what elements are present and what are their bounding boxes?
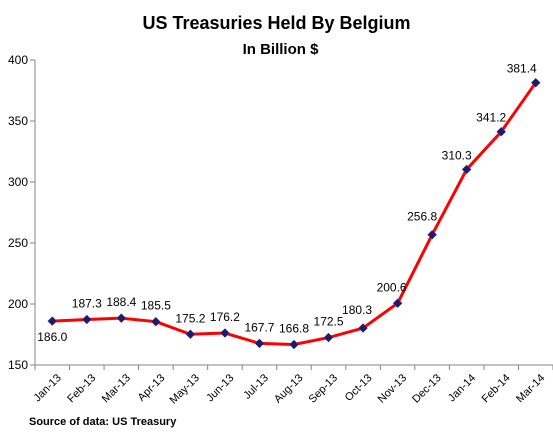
data-point <box>116 313 127 324</box>
x-tick-label: Jul-13 <box>241 372 271 402</box>
chart-subtitle: In Billion $ <box>242 41 319 58</box>
chart-title: US Treasuries Held By Belgium <box>142 13 411 33</box>
axes: 150 200 250 300 350 400 Jan-13 Feb-13 Mar-13 Apr-… <box>8 53 553 407</box>
x-tick-label: Mar-14 <box>514 372 547 405</box>
data-label: 180.3 <box>342 303 372 317</box>
y-tick-label: 300 <box>8 175 28 189</box>
data-point <box>392 298 403 309</box>
y-tick-label: 200 <box>8 297 28 311</box>
data-point <box>185 329 196 340</box>
x-tick-label: Sep-13 <box>307 372 341 406</box>
y-tick-label: 250 <box>8 236 28 250</box>
data-label: 310.3 <box>442 148 472 162</box>
x-tick-label: Jun-13 <box>204 372 236 404</box>
data-label: 200.6 <box>377 280 407 294</box>
y-tick-label: 150 <box>8 358 28 372</box>
data-label: 166.8 <box>279 322 309 336</box>
data-point <box>220 328 230 338</box>
x-tick-label: May-13 <box>168 372 202 406</box>
y-tick-label: 350 <box>8 114 28 128</box>
y-tick-label: 400 <box>8 53 28 67</box>
data-label: 381.4 <box>507 62 537 76</box>
x-tick-label: Aug-13 <box>272 372 306 406</box>
data-point <box>47 316 58 326</box>
x-tick-label: Nov-13 <box>376 372 410 406</box>
data-point <box>427 229 437 240</box>
data-label: 341.2 <box>476 111 506 125</box>
x-tick-label: Mar-13 <box>100 372 133 405</box>
data-label: 176.2 <box>210 310 240 324</box>
data-label: 167.7 <box>244 320 274 334</box>
data-point <box>254 338 265 349</box>
data-point <box>496 126 507 137</box>
x-tick-label: Feb-14 <box>480 372 513 405</box>
data-label: 188.4 <box>106 295 136 309</box>
data-label: 172.5 <box>314 315 344 329</box>
data-label: 186.0 <box>37 330 67 344</box>
x-tick-label: Jan-14 <box>446 372 478 404</box>
data-labels-group: 186.0 187.3 188.4 185.5 175.2 176.2 167.7 166.8… <box>37 62 537 344</box>
data-label: 185.5 <box>141 299 171 313</box>
x-tick-label: Apr-13 <box>136 372 168 404</box>
data-point <box>358 323 368 333</box>
x-tick-label: Dec-13 <box>410 372 444 406</box>
data-label: 175.2 <box>175 311 205 325</box>
data-label: 187.3 <box>72 296 102 310</box>
source-note: Source of data: US Treasury <box>29 416 177 428</box>
data-label: 256.8 <box>407 210 437 224</box>
data-point <box>530 77 541 88</box>
data-point <box>323 332 334 343</box>
markers-group <box>47 77 541 350</box>
data-point <box>461 164 472 175</box>
x-tick-label: Oct-13 <box>343 372 375 404</box>
data-point <box>289 339 299 350</box>
x-tick-label: Feb-13 <box>65 372 98 405</box>
x-tick-label: Jan-13 <box>32 372 64 404</box>
data-point <box>151 316 161 327</box>
data-point <box>81 314 92 325</box>
